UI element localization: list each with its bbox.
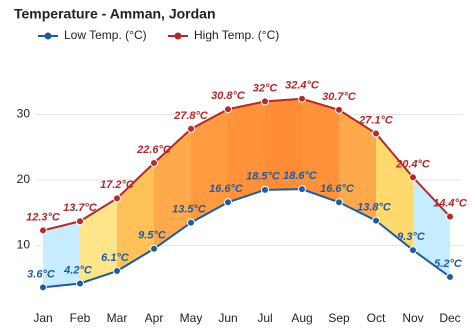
value-label: 30.8°C bbox=[211, 90, 246, 102]
value-label: 6.1°C bbox=[101, 252, 130, 264]
x-tick-label: Feb bbox=[70, 311, 91, 325]
x-tick-label: Nov bbox=[402, 311, 423, 325]
value-label: 13.8°C bbox=[357, 202, 392, 214]
range-fill bbox=[339, 109, 376, 221]
x-tick-label: Jan bbox=[33, 311, 52, 325]
x-tick-label: Sep bbox=[328, 311, 350, 325]
point bbox=[150, 244, 158, 253]
point bbox=[261, 185, 269, 194]
y-tick-label: 30 bbox=[17, 107, 31, 121]
value-label: 32.4°C bbox=[285, 80, 320, 92]
value-label: 9.5°C bbox=[138, 230, 167, 242]
range-fill bbox=[302, 98, 339, 203]
point bbox=[335, 105, 343, 114]
point bbox=[113, 194, 121, 203]
point bbox=[39, 283, 47, 292]
point bbox=[39, 226, 47, 235]
value-label: 14.4°C bbox=[433, 198, 468, 210]
series-line bbox=[42, 97, 451, 232]
point bbox=[446, 272, 454, 281]
range-fill bbox=[154, 128, 191, 249]
value-label: 13.5°C bbox=[172, 203, 207, 215]
x-tick-label: Dec bbox=[439, 311, 460, 325]
value-label: 30.7°C bbox=[322, 91, 357, 103]
x-tick-label: May bbox=[180, 311, 203, 325]
x-tick-label: Apr bbox=[145, 311, 164, 325]
range-fill bbox=[265, 98, 302, 190]
value-label: 16.6°C bbox=[209, 183, 244, 195]
point bbox=[372, 129, 380, 138]
point bbox=[409, 246, 417, 255]
point bbox=[76, 217, 84, 226]
legend-marker bbox=[44, 32, 52, 40]
point bbox=[187, 218, 195, 227]
range-fill bbox=[376, 133, 413, 251]
y-tick-label: 10 bbox=[17, 238, 31, 252]
chart-title: Temperature - Amman, Jordan bbox=[14, 6, 216, 22]
y-tick-label: 20 bbox=[17, 172, 31, 186]
point bbox=[298, 185, 306, 194]
value-label: 27.1°C bbox=[358, 114, 394, 126]
legend-marker bbox=[174, 32, 182, 40]
point bbox=[261, 97, 269, 106]
value-label: 3.6°C bbox=[27, 268, 56, 280]
value-label: 9.3°C bbox=[397, 231, 426, 243]
range-fill bbox=[413, 177, 450, 277]
range-fill bbox=[80, 198, 117, 284]
x-tick-label: Jul bbox=[257, 311, 272, 325]
point bbox=[224, 198, 232, 207]
x-tick-label: Oct bbox=[367, 311, 386, 325]
point bbox=[187, 124, 195, 133]
point bbox=[224, 105, 232, 114]
value-label: 27.8°C bbox=[173, 110, 209, 122]
value-label: 32°C bbox=[253, 82, 279, 94]
value-label: 13.7°C bbox=[63, 202, 98, 214]
point bbox=[335, 198, 343, 207]
point bbox=[409, 173, 417, 182]
series-line bbox=[42, 188, 451, 289]
point bbox=[150, 158, 158, 167]
legend-label: Low Temp. (°C) bbox=[64, 28, 147, 42]
range-fill bbox=[43, 221, 80, 288]
legend-label: High Temp. (°C) bbox=[194, 28, 279, 42]
value-label: 18.6°C bbox=[283, 170, 318, 182]
point bbox=[298, 94, 306, 103]
x-tick-label: Jun bbox=[218, 311, 237, 325]
point bbox=[76, 279, 84, 288]
x-tick-label: Mar bbox=[107, 311, 128, 325]
range-fill bbox=[228, 101, 265, 203]
point bbox=[372, 216, 380, 225]
value-label: 5.2°C bbox=[434, 258, 463, 270]
value-label: 17.2°C bbox=[100, 179, 135, 191]
point bbox=[113, 267, 121, 276]
value-label: 16.6°C bbox=[320, 183, 355, 195]
x-tick-label: Aug bbox=[291, 311, 312, 325]
range-fill bbox=[191, 109, 228, 223]
value-label: 20.4°C bbox=[395, 158, 431, 170]
value-label: 12.3°C bbox=[26, 211, 61, 223]
point bbox=[446, 212, 454, 221]
value-label: 4.2°C bbox=[63, 264, 93, 276]
value-label: 18.5°C bbox=[246, 171, 281, 183]
value-label: 22.6°C bbox=[136, 144, 172, 156]
